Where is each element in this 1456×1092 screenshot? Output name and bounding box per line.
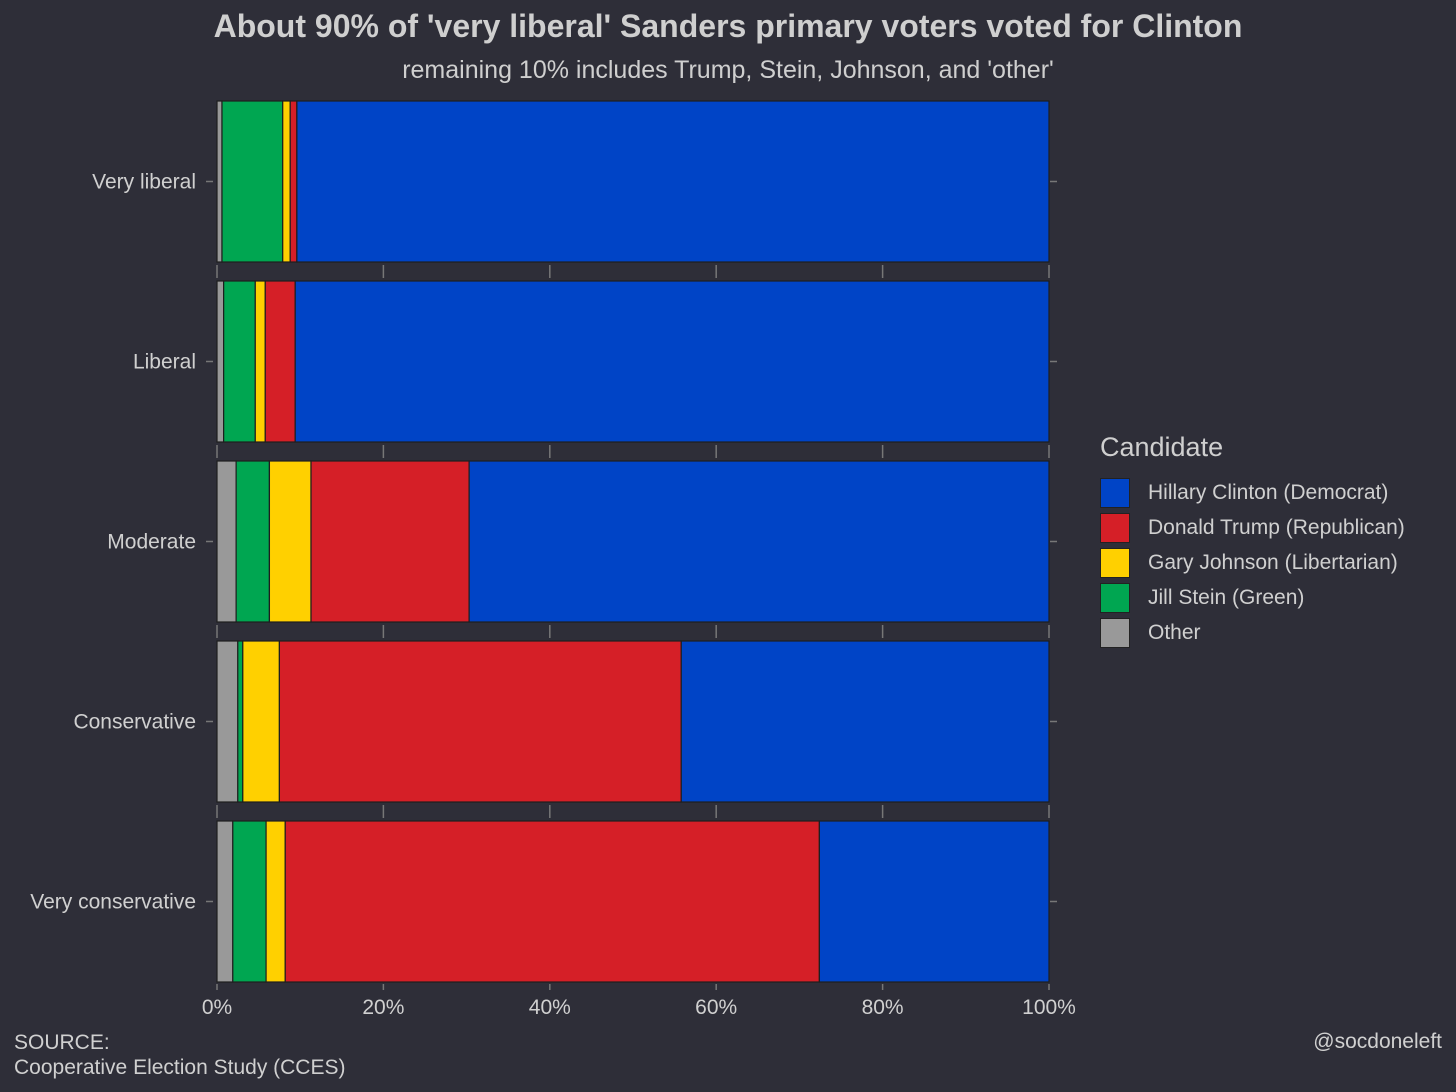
source-text: Cooperative Election Study (CCES) bbox=[14, 1056, 346, 1079]
bar-segment bbox=[235, 460, 271, 623]
x-tick-label: 40% bbox=[529, 996, 571, 1019]
x-tick-label: 20% bbox=[362, 996, 404, 1019]
legend-swatch bbox=[1100, 582, 1130, 613]
bar-segment bbox=[216, 280, 225, 443]
chart-title: About 90% of 'very liberal' Sanders prim… bbox=[213, 8, 1243, 44]
bar-segment bbox=[254, 280, 266, 443]
category-label: Conservative bbox=[73, 711, 196, 734]
bar-segment bbox=[818, 820, 1050, 983]
bar-segment bbox=[294, 280, 1050, 443]
bar-segment bbox=[216, 640, 239, 803]
category-label: Liberal bbox=[133, 351, 196, 374]
bar-segment bbox=[310, 460, 470, 623]
chart-subtitle: remaining 10% includes Trump, Stein, Joh… bbox=[402, 56, 1054, 84]
bar-segment bbox=[680, 640, 1050, 803]
legend-item: Gary Johnson (Libertarian) bbox=[1100, 545, 1405, 580]
category-label: Very liberal bbox=[92, 171, 196, 194]
bar-segment bbox=[216, 460, 237, 623]
bar-segment bbox=[264, 280, 296, 443]
legend: Candidate Hillary Clinton (Democrat) Dona… bbox=[1100, 432, 1405, 650]
bar-segment bbox=[242, 640, 281, 803]
bar-segment bbox=[216, 100, 223, 263]
bar-segment bbox=[282, 100, 291, 263]
bar-segment bbox=[289, 100, 298, 263]
x-tick-label: 100% bbox=[1022, 996, 1076, 1019]
category-label: Moderate bbox=[107, 531, 196, 554]
bar-segment bbox=[265, 820, 286, 983]
x-tick-label: 80% bbox=[862, 996, 904, 1019]
bar-segment bbox=[296, 100, 1050, 263]
bar-segment bbox=[221, 100, 284, 263]
legend-swatch bbox=[1100, 617, 1130, 648]
bar-segment bbox=[232, 820, 267, 983]
source-note: SOURCE: Cooperative Election Study (CCES… bbox=[14, 1030, 345, 1080]
legend-item: Donald Trump (Republican) bbox=[1100, 510, 1405, 545]
legend-label: Other bbox=[1148, 620, 1201, 644]
legend-item: Hillary Clinton (Democrat) bbox=[1100, 475, 1405, 510]
bar-segment bbox=[237, 640, 244, 803]
author-handle: @socdoneleft bbox=[1313, 1030, 1442, 1053]
legend-swatch bbox=[1100, 547, 1130, 578]
x-tick-label: 0% bbox=[202, 996, 232, 1019]
bar-segment bbox=[284, 820, 820, 983]
bar-segment bbox=[216, 820, 234, 983]
legend-label: Gary Johnson (Libertarian) bbox=[1148, 550, 1398, 574]
legend-item: Jill Stein (Green) bbox=[1100, 580, 1405, 615]
legend-label: Hillary Clinton (Democrat) bbox=[1148, 480, 1389, 504]
category-label: Very conservative bbox=[30, 891, 196, 914]
bar-segment bbox=[268, 460, 312, 623]
bar-segment bbox=[278, 640, 682, 803]
legend-swatch bbox=[1100, 512, 1130, 543]
legend-label: Donald Trump (Republican) bbox=[1148, 515, 1405, 539]
legend-title: Candidate bbox=[1100, 432, 1224, 462]
bar-segment bbox=[468, 460, 1050, 623]
x-tick-label: 60% bbox=[695, 996, 737, 1019]
legend-label: Jill Stein (Green) bbox=[1148, 585, 1305, 609]
legend-swatch bbox=[1100, 477, 1130, 508]
source-label: SOURCE: bbox=[14, 1031, 110, 1054]
bar-segment bbox=[223, 280, 256, 443]
legend-item: Other bbox=[1100, 615, 1405, 650]
